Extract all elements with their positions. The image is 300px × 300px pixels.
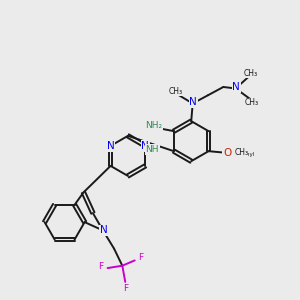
Text: F: F	[139, 253, 144, 262]
Text: N: N	[141, 141, 149, 151]
Text: F: F	[123, 284, 128, 293]
Text: CH₃: CH₃	[245, 98, 259, 107]
Text: methyl: methyl	[236, 152, 255, 157]
Text: CH₃: CH₃	[243, 69, 257, 78]
Text: CH₃: CH₃	[169, 87, 183, 96]
Text: CH₃: CH₃	[234, 148, 248, 157]
Text: N: N	[189, 97, 197, 107]
Text: NH₂: NH₂	[146, 122, 163, 130]
Text: NH: NH	[146, 145, 159, 154]
Text: F: F	[99, 262, 104, 271]
Text: N: N	[100, 225, 107, 236]
Text: N: N	[107, 141, 115, 151]
Text: N: N	[232, 82, 240, 92]
Text: O: O	[223, 148, 231, 158]
